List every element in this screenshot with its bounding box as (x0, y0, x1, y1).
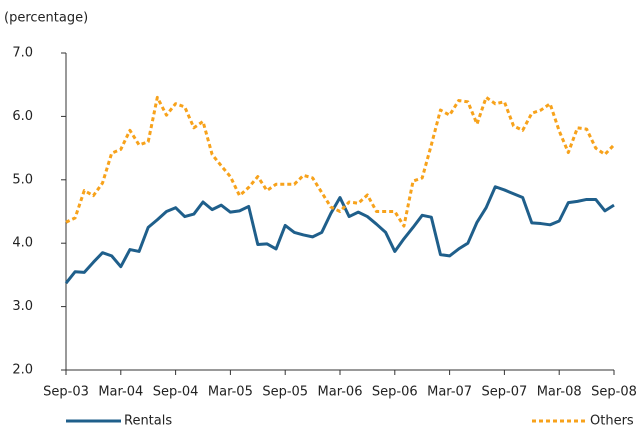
x-tick-label: Sep-08 (591, 385, 637, 400)
series-line (65, 95, 616, 228)
y-tick-label: 2.0 (12, 363, 33, 378)
x-tick-label: Sep-04 (153, 385, 199, 400)
legend-label: Others (590, 414, 634, 429)
x-tick-label: Mar-08 (537, 385, 582, 400)
x-tick-label: Mar-06 (318, 385, 363, 400)
x-tick-label: Mar-04 (98, 385, 143, 400)
series-line (64, 185, 615, 285)
x-tick-label: Sep-05 (262, 385, 308, 400)
y-tick-label: 3.0 (12, 299, 33, 314)
y-axis-label: (percentage) (4, 11, 88, 26)
y-tick-label: 6.0 (12, 109, 33, 124)
x-tick-label: Sep-06 (372, 385, 418, 400)
x-tick-label: Sep-07 (482, 385, 528, 400)
x-tick-label: Mar-07 (427, 385, 472, 400)
x-tick-label: Mar-05 (208, 385, 253, 400)
x-tick-label: Sep-03 (43, 385, 89, 400)
y-tick-label: 5.0 (12, 172, 33, 187)
y-tick-label: 7.0 (12, 46, 33, 61)
y-tick-label: 4.0 (12, 236, 33, 251)
legend-label: Rentals (124, 414, 172, 429)
